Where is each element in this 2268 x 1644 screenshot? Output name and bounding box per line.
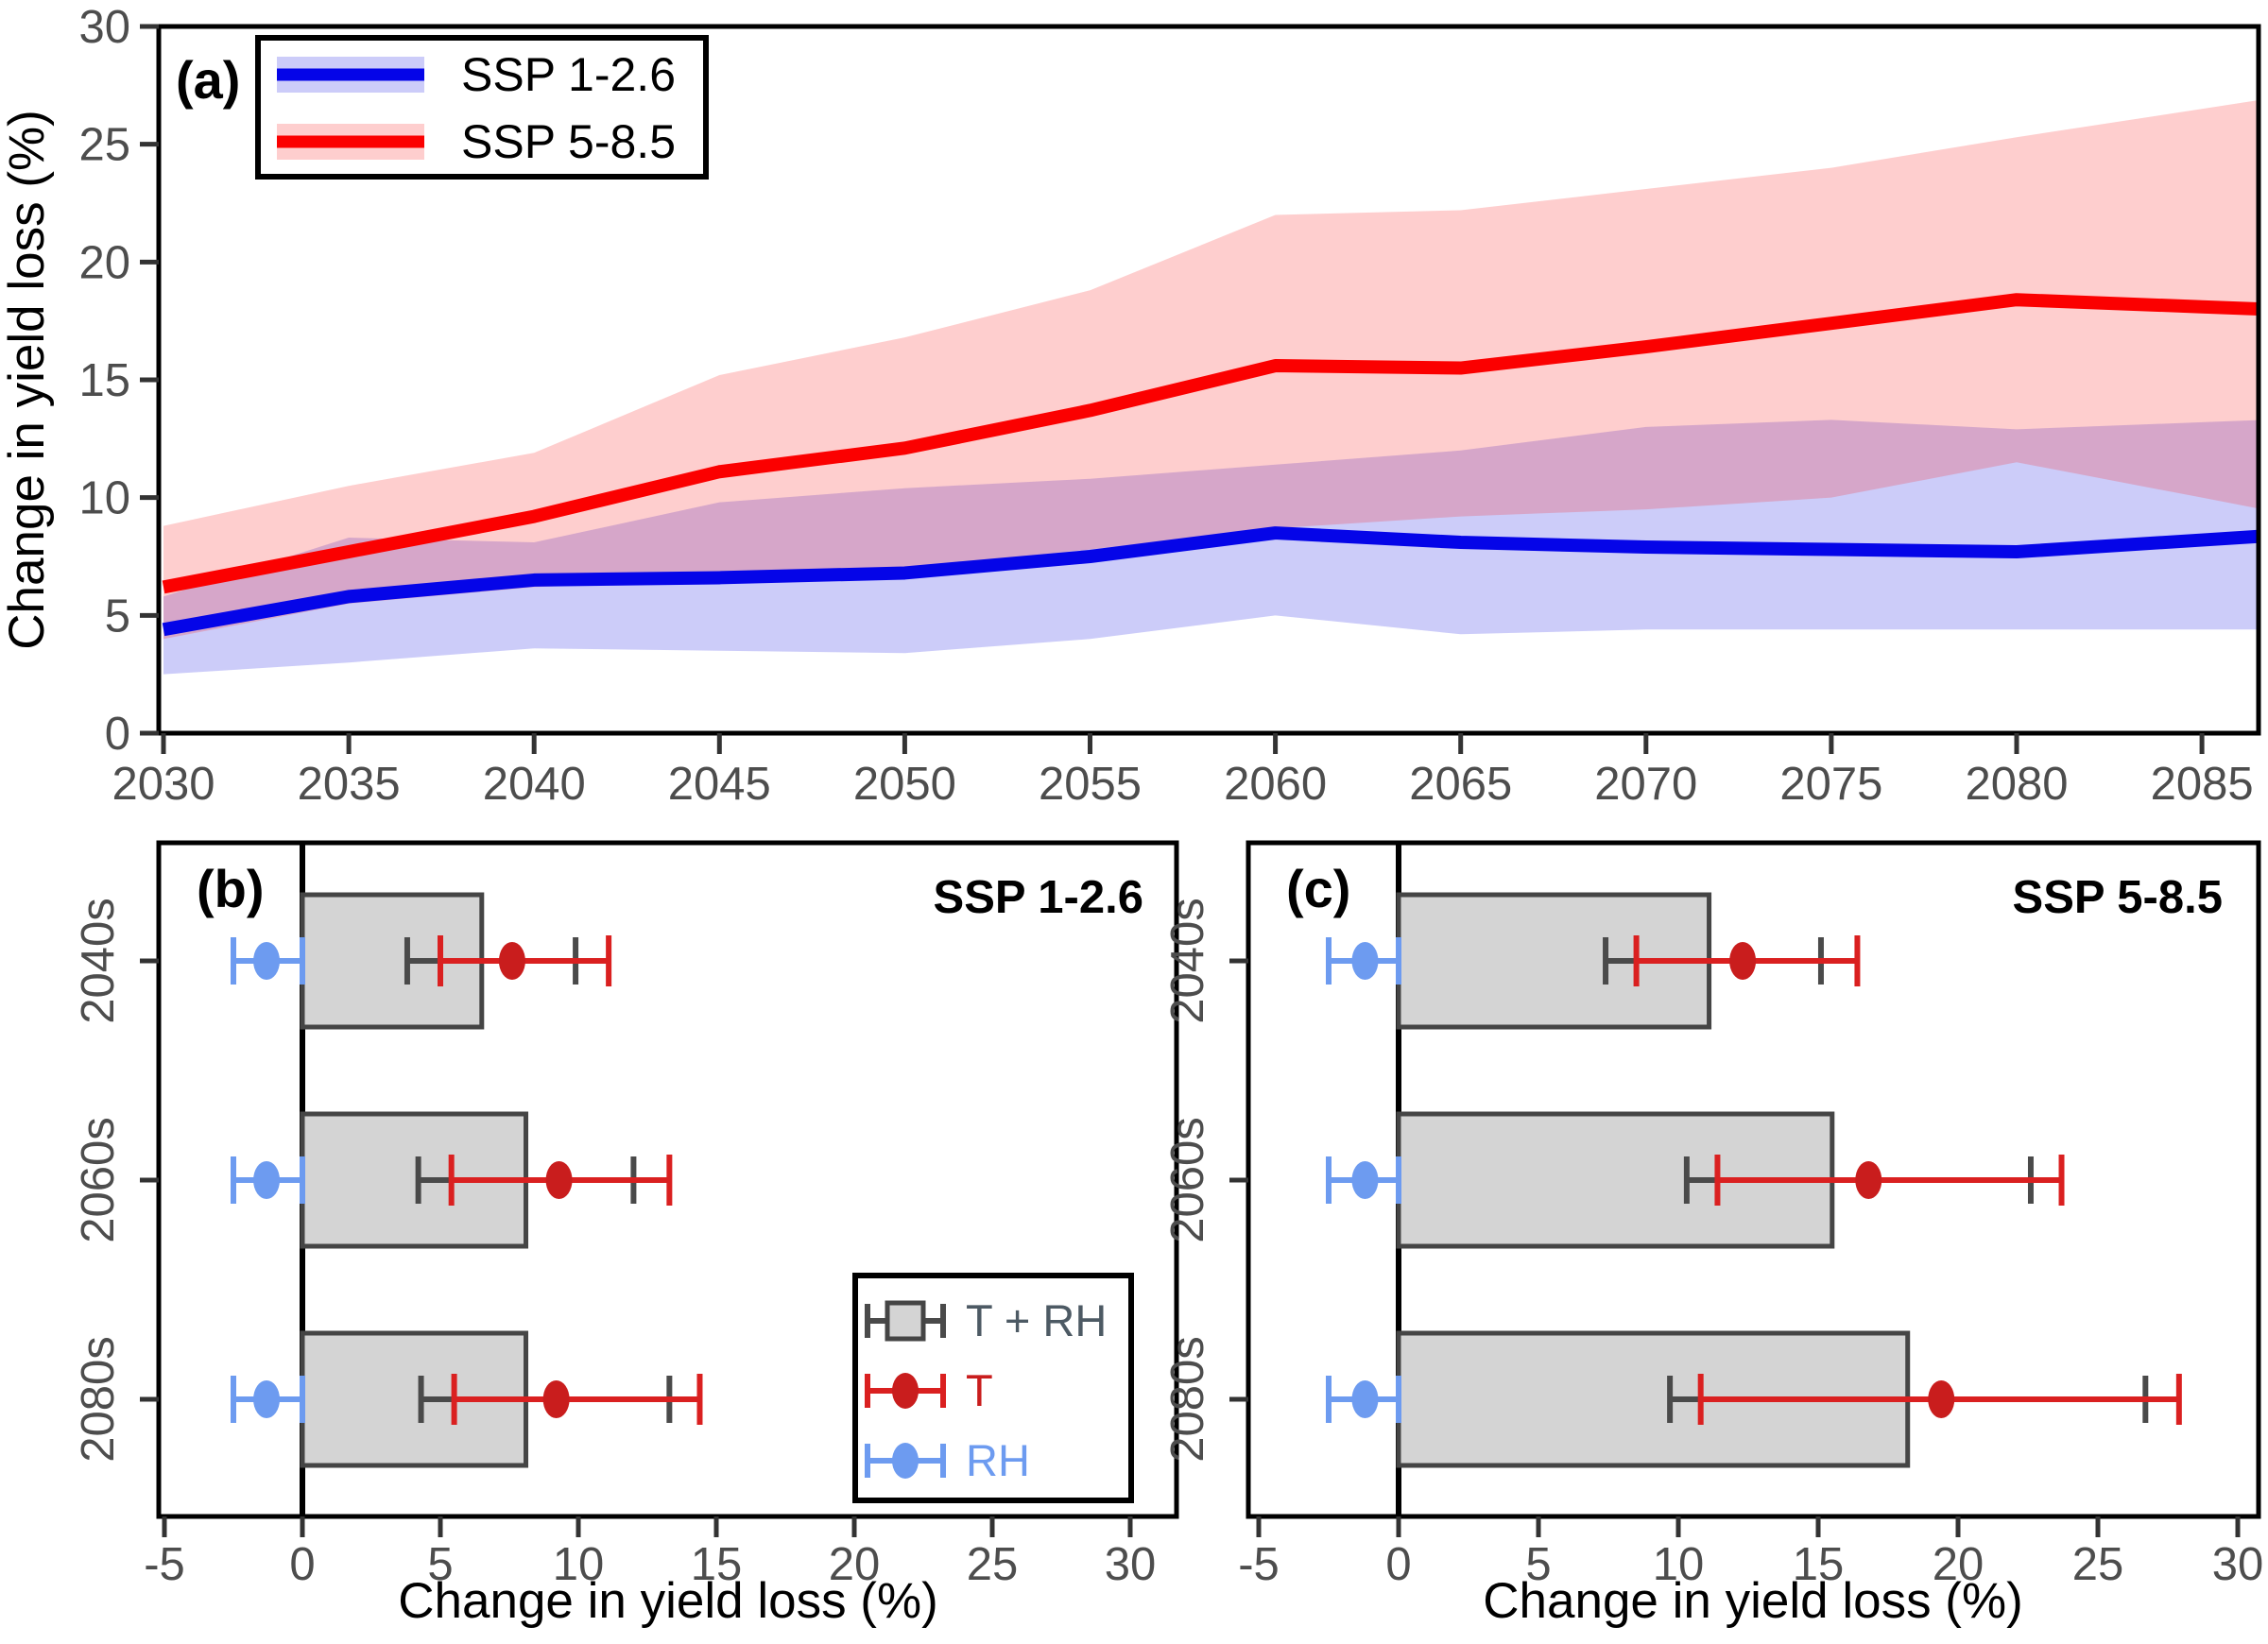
x-tick-label: 2040 [483, 759, 586, 810]
panel-c-x-axis-title: Change in yield loss (%) [1483, 1573, 2022, 1629]
row-label-2040s: 2040s [1162, 898, 1213, 1024]
legend-t-dot [892, 1373, 919, 1409]
y-tick-label: 30 [78, 2, 130, 53]
t-dot [542, 1380, 570, 1418]
x-tick-label: 2070 [1594, 759, 1697, 810]
panel-a-tag: (a) [176, 50, 240, 110]
x-tick-label: 20 [829, 1539, 881, 1590]
x-tick-label: 2055 [1039, 759, 1142, 810]
x-tick-label: 10 [553, 1539, 605, 1590]
rh-dot [253, 1380, 281, 1418]
x-tick-label: 2060 [1224, 759, 1327, 810]
panel-a-x-ticks: 2030 2035 2040 2045 2050 2055 2060 2065 2070 2075… [112, 733, 2254, 810]
ssp126-line [162, 526, 2259, 637]
x-tick-label: 20 [1933, 1539, 1984, 1590]
panel-b-ticks: -5 0 5 10 15 20 25 30 2040s 2060s 2080s [73, 898, 1156, 1590]
legend-trh-square [885, 1300, 926, 1342]
t-dot [1855, 1161, 1882, 1199]
panel-b-x-axis-title: Change in yield loss (%) [398, 1573, 937, 1629]
x-tick-label: -5 [144, 1539, 185, 1590]
panel-a: 2030 2035 2040 2045 2050 2055 2060 2065 2070 2075… [0, 2, 2261, 810]
x-tick-label: 2075 [1779, 759, 1882, 810]
row-label-2040s: 2040s [73, 898, 124, 1024]
x-tick-label: 2050 [853, 759, 956, 810]
panel-a-legend: SSP 1-2.6 SSP 5-8.5 [255, 35, 709, 180]
row-label-2080s: 2080s [73, 1336, 124, 1463]
ssp585-confidence-band [163, 100, 2259, 640]
panel-b: -5 0 5 10 15 20 25 30 2040s 2060s 2080s (b) SSP 1-… [73, 840, 1179, 1629]
panel-b-legend: T + RH T RH [852, 1273, 1134, 1503]
legend-label-ssp585: SSP 5-8.5 [461, 115, 676, 168]
panel-c: -5 0 5 10 15 20 25 30 2040s 2060s 2080s (c) SSP 5-… [1162, 840, 2263, 1629]
y-tick-label: 20 [78, 237, 130, 288]
row-label-2060s: 2060s [73, 1117, 124, 1243]
x-tick-label: 2065 [1409, 759, 1512, 810]
panel-b-tag: (b) [197, 859, 265, 918]
legend-rh-dot [892, 1443, 919, 1479]
row-label-2080s: 2080s [1162, 1336, 1213, 1463]
t-dot [498, 942, 525, 980]
t-dot [1729, 942, 1757, 980]
y-tick-label: 15 [78, 355, 130, 406]
legend-label-TRH: T + RH [966, 1295, 1107, 1345]
rh-dot [1351, 942, 1379, 980]
t-dot [1928, 1380, 1955, 1418]
x-tick-label: 0 [289, 1539, 315, 1590]
panel-a-y-ticks: 0 5 10 15 20 25 30 [78, 2, 159, 760]
legend-label-T: T [966, 1365, 993, 1415]
panel-c-content [1326, 843, 2182, 1516]
legend-label-ssp126: SSP 1-2.6 [461, 48, 676, 101]
panel-a-legend-box [255, 35, 709, 180]
panel-a-y-axis-title: Change in yield loss (%) [0, 110, 55, 649]
legend-label-RH: RH [966, 1435, 1030, 1485]
x-tick-label: 2030 [112, 759, 215, 810]
x-tick-label: 30 [1105, 1539, 1157, 1590]
x-tick-label: -5 [1238, 1539, 1280, 1590]
scenario-lines [162, 293, 2259, 637]
x-tick-label: 15 [691, 1539, 743, 1590]
t-dot [545, 1161, 573, 1199]
x-tick-label: 25 [967, 1539, 1019, 1590]
x-tick-label: 2035 [298, 759, 401, 810]
x-tick-label: 30 [2212, 1539, 2264, 1590]
x-tick-label: 2045 [668, 759, 771, 810]
y-tick-label: 0 [105, 709, 130, 760]
y-tick-label: 25 [78, 120, 130, 171]
x-tick-label: 2085 [2151, 759, 2254, 810]
x-tick-label: 5 [427, 1539, 453, 1590]
y-tick-label: 5 [105, 591, 130, 642]
x-tick-label: 2080 [1965, 759, 2068, 810]
rh-dot [1351, 1161, 1379, 1199]
ssp585-line [162, 293, 2259, 594]
panel-c-tag: (c) [1286, 859, 1350, 918]
x-tick-label: 5 [1525, 1539, 1551, 1590]
rh-dot [253, 942, 281, 980]
panel-c-title: SSP 5-8.5 [2013, 872, 2223, 923]
x-tick-label: 25 [2072, 1539, 2124, 1590]
x-tick-label: 15 [1793, 1539, 1845, 1590]
panel-c-ticks: -5 0 5 10 15 20 25 30 2040s 2060s 2080s [1162, 898, 2263, 1590]
y-tick-label: 10 [78, 473, 130, 524]
x-tick-label: 10 [1653, 1539, 1705, 1590]
row-label-2060s: 2060s [1162, 1117, 1213, 1243]
rh-dot [1351, 1380, 1379, 1418]
panel-b-title: SSP 1-2.6 [934, 872, 1143, 923]
x-tick-label: 0 [1385, 1539, 1411, 1590]
rh-dot [253, 1161, 281, 1199]
panel-b-content [231, 843, 703, 1516]
